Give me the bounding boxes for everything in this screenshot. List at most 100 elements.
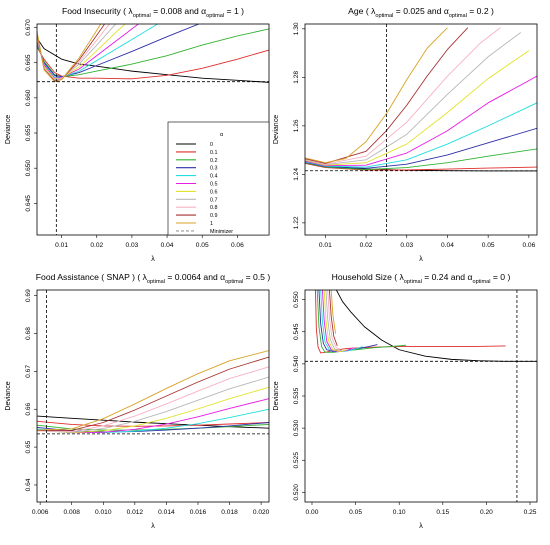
title-text: = 0 ) [491, 272, 511, 282]
title-text: α [201, 6, 206, 16]
series-line-alpha-0.4 [37, 24, 159, 78]
legend-entry: 0.8 [210, 205, 218, 211]
y-tick-label: 0.66 [25, 403, 32, 416]
series-line-alpha-0.5 [37, 24, 140, 79]
x-tick-label: 0.04 [161, 242, 174, 249]
y-axis-label: Deviance [273, 115, 280, 144]
y-tick-label: 0.520 [293, 484, 300, 501]
chart-panel-1: Food Insecurity ( λoptimal = 0.008 and α… [5, 6, 270, 263]
x-axis-label: λ [419, 256, 423, 263]
y-tick-label: 0.65 [25, 440, 32, 453]
title-text: λ [143, 272, 148, 282]
legend-entry: 0.5 [210, 182, 218, 188]
title-text: = 0.24 and [422, 272, 468, 282]
legend: α 0 0.1 0.2 0.3 0.4 0.50.6 0.7 0.8 0.9 1 Minimizer [167, 121, 270, 236]
x-tick-label: 0.00 [306, 509, 319, 516]
title-subscript: optimal [225, 279, 243, 285]
x-axis-label: λ [151, 523, 155, 530]
series-line-alpha-0.5 [305, 75, 537, 167]
series-line-alpha-0.7 [37, 24, 117, 81]
y-tick-label: 0.645 [25, 195, 32, 212]
y-tick-label: 0.545 [293, 323, 300, 340]
title-text: α [467, 272, 472, 282]
x-tick-label: 0.05 [196, 242, 209, 249]
title-text: Household Size ( [332, 272, 400, 282]
series-line-alpha-0 [336, 290, 537, 362]
x-tick-label: 0.01 [55, 242, 68, 249]
legend-entry: 0.9 [210, 213, 218, 219]
series-group [305, 24, 537, 235]
title-text: Food Assistance ( SNAP ) ( [36, 272, 143, 282]
series-line-alpha-0.5 [321, 290, 354, 353]
title-text: λ [400, 272, 405, 282]
x-tick-label: 0.25 [524, 509, 537, 516]
x-tick-label: 0.006 [32, 509, 49, 516]
chart-title: Food Insecurity ( λoptimal = 0.008 and α… [62, 6, 244, 19]
title-text: α [444, 6, 449, 16]
legend-entry: 0.7 [210, 197, 218, 203]
y-axis-label: Deviance [5, 115, 12, 144]
title-text: = 0.5 ) [243, 272, 270, 282]
series-line-alpha-0.2 [305, 148, 537, 170]
series-line-alpha-0.3 [318, 290, 378, 353]
title-text: λ [371, 6, 376, 16]
y-axis-label: Deviance [273, 381, 280, 410]
series-line-alpha-1 [37, 24, 102, 83]
y-tick-label: 1.28 [293, 71, 300, 84]
title-text: = 1 ) [224, 6, 244, 16]
title-text: = 0.2 ) [467, 6, 494, 16]
y-tick-label: 0.64 [25, 478, 32, 491]
series-line-alpha-0.6 [37, 24, 126, 80]
y-tick-label: 0.68 [25, 327, 32, 340]
x-tick-label: 0.20 [480, 509, 493, 516]
x-axis-label: λ [419, 523, 423, 530]
x-tick-label: 0.04 [441, 242, 454, 249]
y-tick-label: 0.67 [25, 365, 32, 378]
legend-entry: Minimizer [210, 229, 233, 235]
series-line-alpha-0.1 [305, 163, 537, 171]
y-tick-label: 0.670 [25, 19, 32, 36]
series-line-alpha-0.2 [37, 28, 269, 78]
y-tick-label: 0.525 [293, 452, 300, 469]
title-text: = 0.025 and [393, 6, 443, 16]
x-tick-label: 0.020 [253, 509, 270, 516]
y-tick-label: 1.22 [293, 216, 300, 229]
series-line-alpha-0 [37, 37, 269, 83]
x-tick-label: 0.02 [360, 242, 373, 249]
y-tick-label: 1.30 [293, 22, 300, 35]
x-tick-label: 0.10 [393, 509, 406, 516]
series-line-alpha-0.9 [37, 356, 269, 431]
x-tick-label: 0.03 [400, 242, 413, 249]
series-line-alpha-0.6 [37, 386, 269, 434]
series-line-alpha-0.1 [315, 290, 506, 354]
title-text: = 0.0064 and [165, 272, 220, 282]
series-line-alpha-0.7 [325, 290, 342, 351]
x-tick-label: 0.02 [90, 242, 103, 249]
y-tick-label: 0.535 [293, 387, 300, 404]
y-tick-label: 0.69 [25, 289, 32, 302]
plot-frame [36, 289, 270, 503]
title-subscript: optimal [472, 279, 490, 285]
legend-entry: 0.3 [210, 166, 218, 172]
x-tick-label: 0.05 [349, 509, 362, 516]
legend-entry: 0.2 [210, 158, 218, 164]
series-line-alpha-0.1 [37, 46, 269, 80]
legend-box [167, 121, 270, 236]
y-tick-label: 1.26 [293, 119, 300, 132]
series-line-alpha-0.8 [305, 27, 501, 165]
x-tick-label: 0.012 [127, 509, 144, 516]
chart-panel-4: Household Size ( λoptimal = 0.24 and αop… [273, 272, 538, 530]
x-tick-label: 0.016 [190, 509, 207, 516]
title-subscript: optimal [404, 279, 422, 285]
series-line-alpha-0.8 [327, 290, 341, 350]
chart-title: Household Size ( λoptimal = 0.24 and αop… [332, 272, 511, 285]
series-line-alpha-0.6 [323, 290, 347, 353]
y-tick-label: 0.650 [25, 160, 32, 177]
x-tick-label: 0.010 [95, 509, 112, 516]
title-subscript: optimal [206, 13, 224, 19]
series-line-alpha-0.8 [37, 366, 269, 433]
series-group [37, 290, 269, 502]
y-tick-label: 0.655 [25, 124, 32, 141]
series-line-alpha-0.9 [37, 24, 106, 82]
